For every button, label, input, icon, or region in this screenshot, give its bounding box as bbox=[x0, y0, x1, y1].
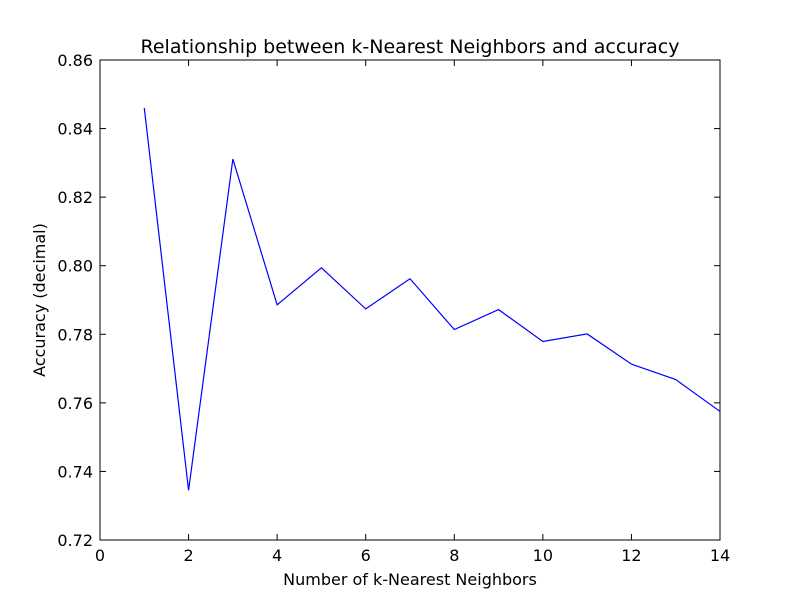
y-axis-label: Accuracy (decimal) bbox=[30, 223, 49, 377]
x-tick-label: 2 bbox=[183, 546, 193, 565]
x-tick-label: 12 bbox=[621, 546, 641, 565]
x-tick-label: 6 bbox=[361, 546, 371, 565]
y-tick-label: 0.86 bbox=[57, 51, 93, 70]
x-tick-label: 8 bbox=[449, 546, 459, 565]
x-tick-label: 0 bbox=[95, 546, 105, 565]
y-tick-label: 0.76 bbox=[57, 394, 93, 413]
plot-frame bbox=[99, 59, 721, 541]
x-tick-label: 10 bbox=[533, 546, 553, 565]
y-tick-label: 0.80 bbox=[57, 257, 93, 276]
series-line bbox=[143, 107, 721, 491]
y-tick-label: 0.72 bbox=[57, 531, 93, 550]
x-axis-label: Number of k-Nearest Neighbors bbox=[283, 570, 537, 589]
y-tick-label: 0.74 bbox=[57, 462, 93, 481]
chart-title: Relationship between k-Nearest Neighbors… bbox=[141, 36, 680, 58]
x-tick-label: 4 bbox=[272, 546, 282, 565]
x-tick-label: 14 bbox=[710, 546, 730, 565]
y-tick-label: 0.78 bbox=[57, 325, 93, 344]
y-tick-label: 0.82 bbox=[57, 188, 93, 207]
y-tick-label: 0.84 bbox=[57, 120, 93, 139]
